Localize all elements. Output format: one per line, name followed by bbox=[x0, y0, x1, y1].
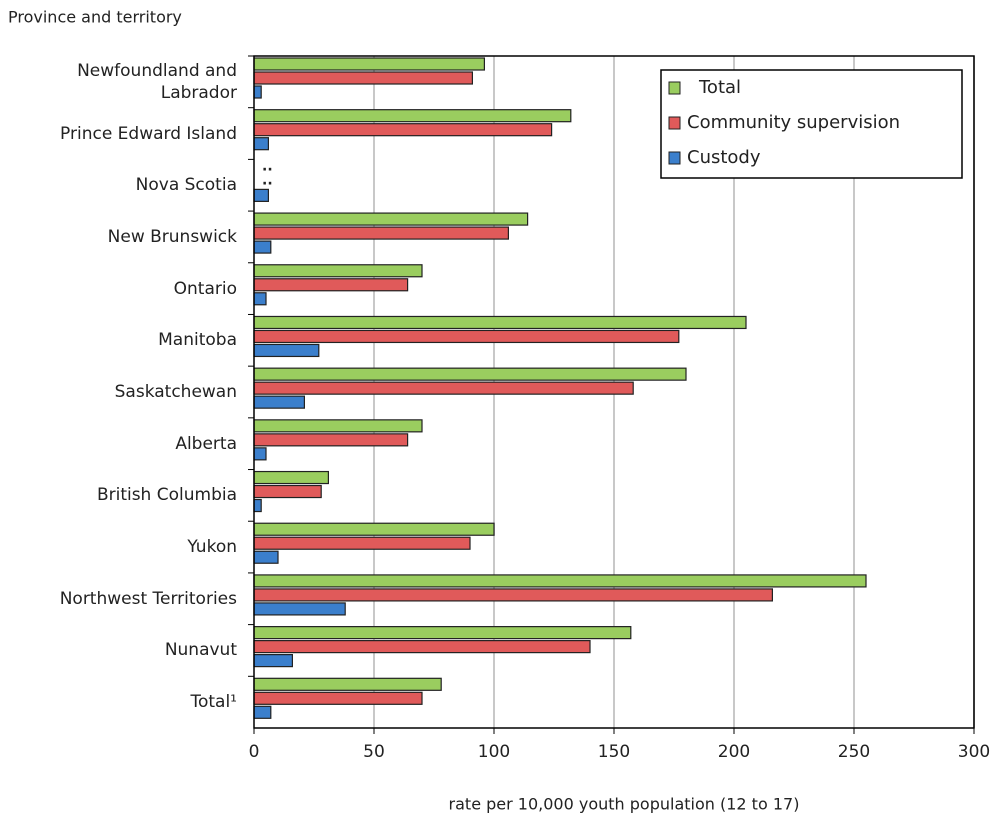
bar bbox=[253, 278, 409, 292]
x-tick-label: 50 bbox=[363, 742, 385, 762]
bar bbox=[253, 329, 680, 344]
bar bbox=[253, 137, 269, 151]
y-tick-label: Nunavut bbox=[164, 640, 237, 661]
bar bbox=[253, 240, 272, 254]
bar bbox=[253, 264, 423, 278]
x-tick-label: 0 bbox=[249, 742, 260, 762]
x-axis-title: rate per 10,000 youth population (12 to … bbox=[449, 795, 800, 814]
value-label: .. bbox=[262, 158, 273, 174]
bar bbox=[253, 691, 423, 705]
bar bbox=[253, 484, 322, 499]
x-tick-label: 200 bbox=[718, 742, 750, 762]
bar bbox=[253, 315, 747, 330]
plot-frame bbox=[253, 55, 975, 729]
y-axis-title: Province and territory bbox=[8, 8, 182, 27]
bar bbox=[253, 395, 306, 409]
bar bbox=[253, 433, 409, 447]
bar bbox=[253, 705, 272, 719]
bar bbox=[253, 522, 495, 536]
y-tick-label: Ontario bbox=[173, 278, 237, 299]
bar bbox=[253, 188, 269, 202]
legend-swatch bbox=[668, 151, 681, 165]
bar bbox=[253, 292, 267, 306]
y-tick-label: Northwest Territories bbox=[59, 588, 237, 609]
y-tick-label: Prince Edward Island bbox=[60, 123, 237, 144]
bar bbox=[253, 498, 262, 513]
y-tick-label: British Columbia bbox=[96, 485, 237, 506]
y-tick-label: Saskatchewan bbox=[114, 382, 237, 402]
legend-label: Total bbox=[698, 77, 741, 98]
x-tick-label: 300 bbox=[958, 742, 990, 762]
value-label: .. bbox=[262, 172, 273, 188]
y-tick-label: New Brunswick bbox=[107, 226, 237, 247]
bar bbox=[253, 574, 867, 588]
bar bbox=[253, 626, 632, 640]
bar bbox=[253, 226, 509, 240]
x-tick-label: 250 bbox=[838, 742, 870, 762]
bar bbox=[253, 654, 294, 668]
bar bbox=[253, 550, 279, 564]
bar bbox=[253, 677, 442, 691]
y-tick-label: Total¹ bbox=[190, 692, 237, 713]
bar bbox=[253, 470, 330, 485]
bar bbox=[253, 57, 485, 71]
y-tick-label: Manitoba bbox=[158, 330, 237, 351]
legend-label: Community supervision bbox=[687, 112, 900, 133]
x-tick-label: 100 bbox=[478, 742, 510, 762]
bar bbox=[253, 109, 572, 123]
bar bbox=[253, 602, 346, 616]
y-tick-label: Alberta bbox=[175, 433, 237, 454]
bar bbox=[253, 381, 634, 395]
bar bbox=[253, 588, 774, 602]
bar bbox=[253, 85, 262, 99]
bar bbox=[253, 343, 320, 358]
y-tick-label: Newfoundland and Labrador bbox=[77, 60, 237, 103]
legend-label: Custody bbox=[687, 147, 761, 168]
y-tick-label: Yukon bbox=[187, 537, 237, 558]
bar bbox=[253, 212, 529, 226]
legend-swatch bbox=[668, 81, 681, 95]
bar bbox=[253, 419, 423, 433]
bar bbox=[253, 447, 267, 461]
bar bbox=[253, 640, 591, 654]
bar bbox=[253, 536, 471, 550]
legend-box bbox=[660, 69, 963, 179]
bar bbox=[253, 71, 473, 85]
bar bbox=[253, 123, 553, 137]
legend-swatch bbox=[668, 116, 681, 130]
x-tick-label: 150 bbox=[598, 742, 630, 762]
y-tick-label: Nova Scotia bbox=[135, 175, 237, 196]
bar bbox=[253, 367, 687, 381]
